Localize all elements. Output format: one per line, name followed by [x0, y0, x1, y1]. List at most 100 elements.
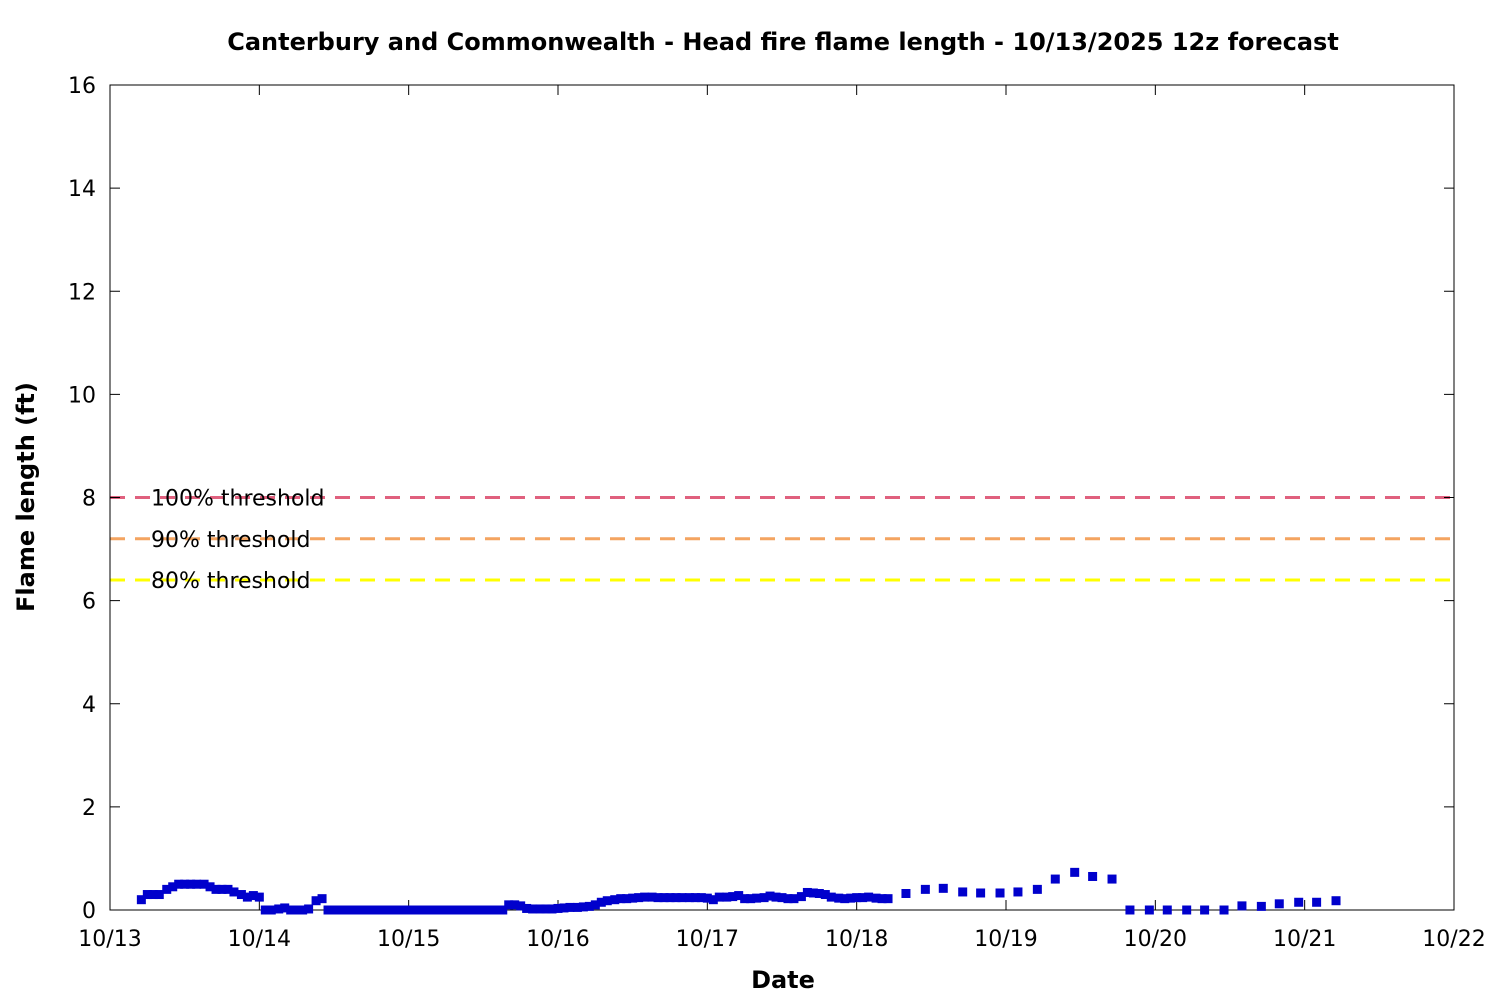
data-point-16	[236, 890, 246, 900]
y-axis-label: Flame length (ft)	[12, 382, 40, 612]
data-point-97	[740, 894, 750, 904]
data-point-124	[958, 887, 968, 897]
data-point-86	[671, 893, 681, 903]
y-tick-label-3: 6	[82, 590, 96, 615]
data-point-37	[366, 905, 376, 915]
data-point-127	[1013, 887, 1023, 897]
y-tick-label-1: 2	[82, 796, 96, 821]
threshold-label-2: 80% threshold	[151, 569, 311, 594]
y-tick-label-0: 0	[82, 899, 96, 924]
data-point-73	[590, 900, 600, 910]
data-point-80	[634, 893, 644, 903]
data-point-121	[901, 889, 911, 898]
data-point-52	[460, 905, 470, 915]
data-point-136	[1182, 905, 1192, 915]
data-point-92	[708, 895, 718, 905]
data-point-51	[453, 905, 463, 915]
data-point-42	[398, 905, 408, 915]
data-point-103	[777, 893, 787, 903]
data-point-96	[734, 891, 744, 901]
data-point-123	[938, 883, 948, 893]
data-point-140	[1256, 901, 1266, 911]
data-point-72	[584, 901, 594, 911]
data-point-113	[840, 894, 850, 904]
y-tick-label-5: 10	[68, 383, 96, 408]
data-point-56	[484, 905, 494, 915]
data-point-106	[796, 892, 806, 902]
data-point-87	[677, 893, 687, 903]
data-point-20	[260, 905, 270, 915]
data-point-1	[142, 890, 152, 900]
data-point-66	[547, 904, 557, 914]
data-point-101	[765, 891, 775, 901]
data-point-110	[820, 890, 830, 900]
data-point-39	[378, 905, 388, 915]
data-point-109	[814, 889, 824, 898]
data-point-29	[317, 894, 327, 904]
data-point-132	[1107, 874, 1117, 884]
data-point-58	[498, 905, 508, 915]
x-axis-label: Date	[751, 966, 815, 994]
data-point-60	[510, 900, 520, 910]
data-point-78	[622, 894, 632, 904]
data-point-5	[168, 882, 178, 892]
data-point-46	[423, 905, 433, 915]
data-point-11	[205, 882, 215, 892]
data-point-130	[1070, 867, 1080, 877]
data-point-34	[348, 905, 358, 915]
data-point-55	[478, 905, 488, 915]
data-point-83	[653, 893, 663, 903]
data-point-23	[280, 903, 290, 913]
data-point-13	[217, 884, 227, 894]
data-point-116	[858, 893, 868, 903]
data-point-8	[186, 879, 196, 889]
data-point-0	[136, 895, 146, 905]
threshold-label-0: 100% threshold	[151, 487, 325, 512]
data-point-3	[154, 890, 164, 900]
data-point-74	[596, 897, 606, 907]
x-tick-label-8: 10/21	[1273, 927, 1336, 952]
data-point-4	[162, 884, 172, 894]
data-point-9	[192, 879, 202, 889]
data-point-118	[871, 893, 881, 903]
data-point-99	[752, 893, 762, 903]
data-point-27	[304, 904, 314, 914]
data-point-12	[211, 884, 221, 894]
x-tick-label-0: 10/13	[78, 927, 141, 952]
data-point-19	[254, 892, 264, 902]
data-point-49	[441, 905, 451, 915]
threshold-labels: 100% threshold 90% threshold 80% threshold	[151, 487, 325, 595]
data-point-119	[877, 894, 887, 904]
data-point-142	[1294, 897, 1304, 907]
data-point-67	[553, 903, 563, 913]
data-point-28	[311, 896, 321, 906]
data-point-134	[1144, 905, 1154, 915]
data-point-17	[242, 892, 252, 902]
data-point-100	[759, 893, 769, 903]
flame-length-points	[136, 867, 1341, 915]
data-point-81	[640, 892, 650, 902]
data-point-135	[1162, 905, 1172, 915]
data-point-90	[696, 893, 706, 903]
data-point-112	[834, 893, 844, 903]
x-tick-label-7: 10/20	[1124, 927, 1187, 952]
y-tick-label-6: 12	[68, 280, 96, 305]
data-point-36	[360, 905, 370, 915]
data-point-50	[447, 905, 457, 915]
data-point-76	[610, 895, 620, 905]
data-point-115	[852, 893, 862, 903]
data-point-53	[466, 905, 476, 915]
data-point-88	[684, 893, 694, 903]
data-point-40	[386, 905, 396, 915]
data-point-33	[341, 905, 351, 915]
data-point-24	[286, 905, 296, 915]
y-tick-label-8: 16	[68, 74, 96, 99]
data-point-139	[1237, 901, 1247, 911]
data-point-47	[429, 905, 439, 915]
data-point-120	[883, 894, 893, 904]
data-point-94	[722, 892, 732, 902]
y-tick-label-2: 4	[82, 693, 96, 718]
data-point-138	[1219, 905, 1229, 915]
data-point-91	[702, 893, 712, 903]
data-point-128	[1032, 884, 1042, 894]
